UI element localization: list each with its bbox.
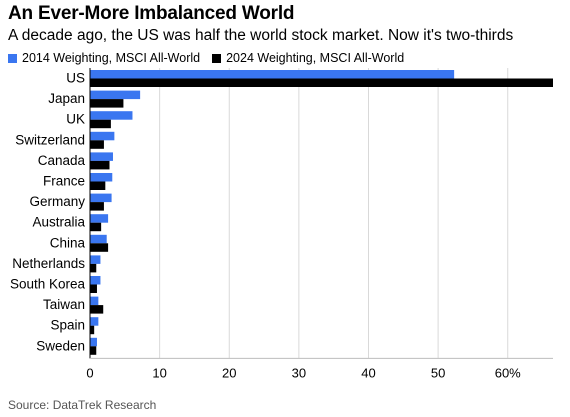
bar-2014-south-korea <box>90 276 101 285</box>
legend-item-2014: 2014 Weighting, MSCI All-World <box>8 51 200 65</box>
legend: 2014 Weighting, MSCI All-World 2024 Weig… <box>8 51 416 65</box>
x-tick-label: 40 <box>361 365 375 380</box>
bar-2024-switzerland <box>90 140 104 149</box>
bar-2024-taiwan <box>90 305 104 314</box>
chart-title: An Ever-More Imbalanced World <box>8 3 295 24</box>
bar-2024-australia <box>90 222 102 232</box>
x-tick-label: 0 <box>86 365 93 380</box>
x-tick-label: 10 <box>152 365 166 380</box>
x-tick-label: 30 <box>292 365 306 380</box>
bar-2024-france <box>90 181 106 190</box>
category-label: Australia <box>32 215 85 230</box>
chart-subtitle: A decade ago, the US was half the world … <box>8 27 514 44</box>
bar-2014-taiwan <box>90 296 99 306</box>
category-label: Taiwan <box>43 297 85 312</box>
legend-swatch-2014 <box>8 53 17 63</box>
bar-2024-canada <box>90 160 110 170</box>
bar-2014-canada <box>90 152 113 161</box>
bar-2014-spain <box>90 317 99 326</box>
category-label: US <box>66 71 85 86</box>
bar-2024-uk <box>90 119 111 129</box>
bar-2014-france <box>90 173 113 182</box>
bar-2014-sweden <box>90 337 97 347</box>
source-note: Source: DataTrek Research <box>8 398 157 412</box>
bar-2014-switzerland <box>90 131 115 141</box>
category-label: Spain <box>50 318 85 333</box>
category-label: Japan <box>48 91 85 106</box>
bar-2014-uk <box>90 111 133 120</box>
category-label: China <box>50 235 86 250</box>
x-tick-label: 60% <box>495 365 521 380</box>
bar-2014-us <box>90 70 455 79</box>
bar-2014-netherlands <box>90 255 101 264</box>
legend-swatch-2024 <box>212 53 222 63</box>
bar-2024-germany <box>90 202 104 211</box>
category-label: Sweden <box>36 338 85 353</box>
category-label: Germany <box>29 194 85 209</box>
bar-2024-sweden <box>90 346 97 355</box>
bar-2014-china <box>90 234 107 244</box>
legend-label-2014: 2014 Weighting, MSCI All-World <box>22 51 201 65</box>
legend-label-2024: 2024 Weighting, MSCI All-World <box>226 51 405 65</box>
bar-2024-china <box>90 243 109 252</box>
category-label: UK <box>66 112 85 127</box>
bar-2024-netherlands <box>90 263 97 273</box>
bar-2014-japan <box>90 90 141 100</box>
bar-2014-germany <box>90 193 112 203</box>
category-label: France <box>43 174 85 189</box>
bar-2014-australia <box>90 214 109 223</box>
category-label: Netherlands <box>12 256 85 271</box>
bar-2024-spain <box>90 325 95 335</box>
bar-2024-japan <box>90 99 124 108</box>
category-label: Switzerland <box>15 132 85 147</box>
x-tick-label: 50 <box>431 365 445 380</box>
x-tick-label: 20 <box>222 365 236 380</box>
category-label: South Korea <box>10 277 86 292</box>
bar-2024-us <box>90 78 553 87</box>
category-label: Canada <box>38 153 86 168</box>
legend-item-2024: 2024 Weighting, MSCI All-World <box>212 51 404 65</box>
bar-2024-south-korea <box>90 284 97 293</box>
